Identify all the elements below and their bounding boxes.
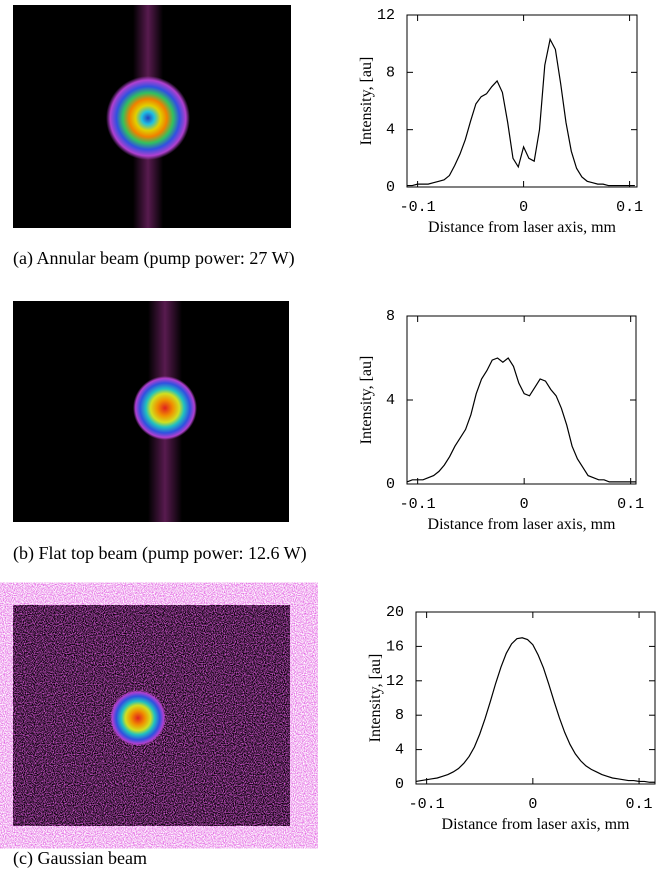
x-axis-label: Distance from laser axis, mm — [428, 219, 617, 236]
y-axis-label: Intensity, [au] — [358, 356, 375, 445]
plot-frame — [406, 14, 638, 188]
beam-image-b — [13, 301, 289, 522]
caption: (b) Flat top beam (pump power: 12.6 W) — [13, 543, 307, 564]
data-line — [407, 37, 635, 187]
caption: (a) Annular beam (pump power: 27 W) — [13, 248, 295, 269]
caption: (c) Gaussian beam — [13, 848, 147, 869]
y-tick-label: 20 — [386, 604, 404, 621]
y-tick-label: 8 — [386, 64, 395, 81]
chart-panel: 0 4 8 -0.1 0 0.1 Intensity, [au] Distance from … — [13, 308, 644, 564]
x-tick-label: -0.1 — [400, 199, 436, 216]
chart-panel: 0 4 8 12 16 20 -0.1 0 0.1 Intensity, [au] Distance… — [13, 604, 656, 869]
y-tick-label: 0 — [386, 179, 395, 196]
x-tick-label: -0.1 — [400, 496, 436, 513]
plot-frame — [415, 611, 656, 785]
beam-image-c — [13, 605, 290, 826]
x-axis-label: Distance from laser axis, mm — [428, 516, 617, 533]
plot-frame — [406, 315, 637, 485]
x-tick-label: 0.1 — [626, 796, 653, 813]
x-axis-label: Distance from laser axis, mm — [442, 816, 631, 833]
x-tick-label: 0 — [528, 796, 537, 813]
y-tick-label: 8 — [395, 707, 404, 724]
y-tick-label: 4 — [395, 742, 404, 759]
y-tick-label: 0 — [386, 476, 395, 493]
data-line — [406, 357, 636, 483]
x-tick-label: 0 — [520, 496, 529, 513]
x-tick-label: 0.1 — [617, 496, 644, 513]
chart-panel: 0 4 8 12 -0.1 0 0.1 Intensity, [au] Distance fro… — [13, 7, 643, 269]
beam-image-a — [13, 5, 291, 228]
data-line — [415, 637, 655, 783]
y-axis-label: Intensity, [au] — [358, 57, 375, 146]
x-tick-label: 0 — [519, 199, 528, 216]
y-tick-label: 12 — [377, 7, 395, 24]
y-tick-label: 4 — [386, 122, 395, 139]
y-axis-label: Intensity, [au] — [367, 654, 384, 743]
y-tick-label: 0 — [395, 776, 404, 793]
y-tick-label: 8 — [386, 308, 395, 325]
y-tick-label: 12 — [386, 673, 404, 690]
y-tick-label: 16 — [386, 638, 404, 655]
x-tick-label: 0.1 — [616, 199, 643, 216]
x-tick-label: -0.1 — [409, 796, 445, 813]
y-tick-label: 4 — [386, 392, 395, 409]
